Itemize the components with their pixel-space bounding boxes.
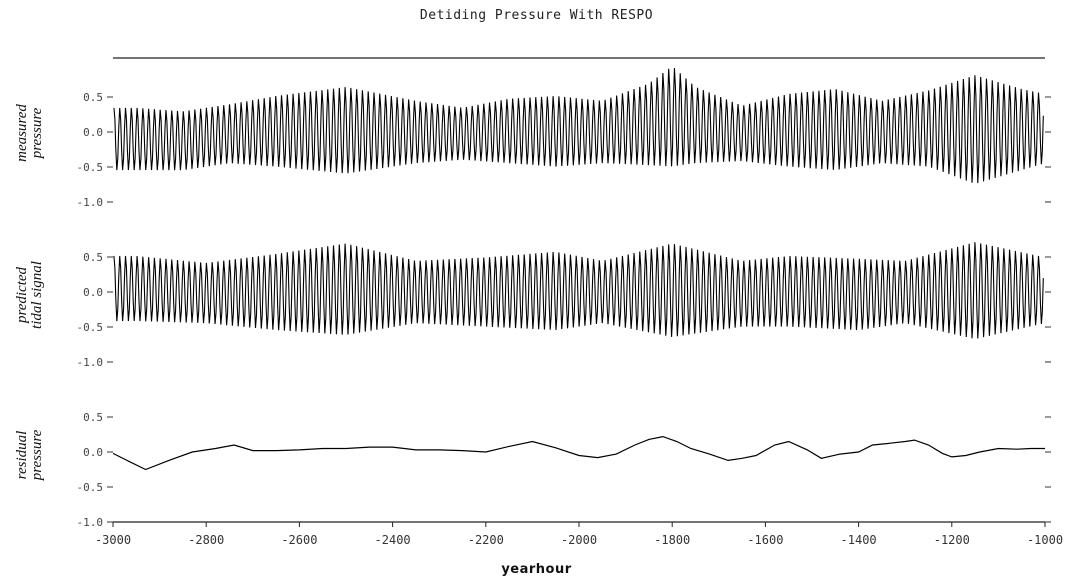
panel-2-ytick-label-3: 0.5: [83, 411, 103, 424]
measured-pressure-axis-label: measured pressure: [14, 88, 45, 178]
x-tick-label-3: -2400: [375, 533, 411, 547]
panel-1-ytick-label-2: 0.0: [83, 286, 103, 299]
x-tick-label-10: -1000: [1027, 533, 1063, 547]
panel-0-series-0-line: [113, 68, 1044, 184]
panel-0-ytick-label-2: 0.0: [83, 126, 103, 139]
panel-1-ytick-label-1: -0.5: [77, 321, 104, 334]
residual-pressure-axis-label-line1: residual: [14, 430, 30, 480]
measured-pressure-axis-label-line2: pressure: [29, 107, 45, 159]
panel-0-ytick-label-0: -1.0: [77, 196, 104, 209]
predicted-tidal-signal-axis-label-line2: tidal signal: [29, 261, 45, 329]
panel-2-series-0-line: [112, 435, 1045, 471]
x-tick-label-4: -2200: [468, 533, 504, 547]
x-tick-label-2: -2600: [281, 533, 317, 547]
x-tick-label-5: -2000: [561, 533, 597, 547]
panel-1-series-0-line: [113, 242, 1044, 339]
x-tick-label-9: -1200: [934, 533, 970, 547]
panel-1-ytick-label-0: -1.0: [77, 356, 104, 369]
chart-title: Detiding Pressure With RESPO: [419, 8, 654, 23]
panel-0-ytick-label-1: -0.5: [77, 161, 104, 174]
x-tick-label-8: -1400: [841, 533, 877, 547]
x-tick-label-7: -1600: [747, 533, 783, 547]
panel-2-ytick-label-2: 0.0: [83, 446, 103, 459]
residual-pressure-axis-label: residual pressure: [14, 410, 45, 500]
x-tick-label-1: -2800: [188, 533, 224, 547]
panel-2-ytick-label-1: -0.5: [77, 481, 104, 494]
x-tick-label-0: -3000: [95, 533, 131, 547]
x-tick-label-6: -1800: [654, 533, 690, 547]
measured-pressure-axis-label-line1: measured: [14, 104, 30, 162]
residual-pressure-axis-label-line2: pressure: [29, 429, 45, 481]
panel-1-ytick-label-3: 0.5: [83, 251, 103, 264]
panel-2-ytick-label-0: -1.0: [77, 516, 104, 529]
panel-0-ytick-label-3: 0.5: [83, 91, 103, 104]
predicted-tidal-signal-axis-label-line1: predicted: [14, 266, 30, 324]
predicted-tidal-signal-axis-label: predicted tidal signal: [14, 244, 45, 346]
x-axis-label: yearhour: [501, 562, 572, 577]
